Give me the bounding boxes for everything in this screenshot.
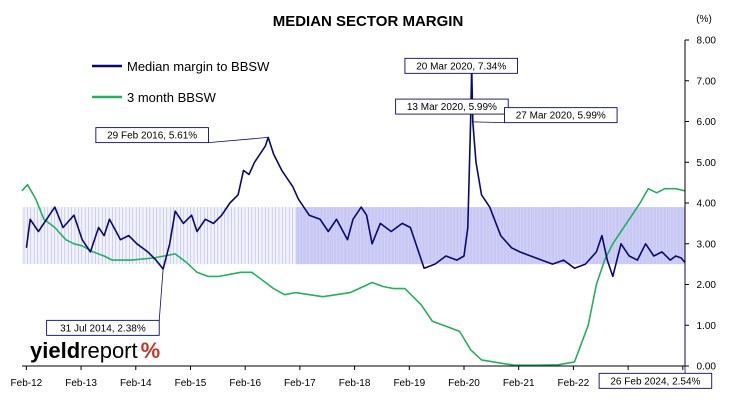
x-tick-label: Feb-12 — [11, 378, 43, 389]
x-tick-label: Feb-22 — [558, 378, 590, 389]
y-tick-label: 7.00 — [697, 76, 717, 87]
x-tick-label: Feb-16 — [229, 378, 261, 389]
annotation-box — [95, 127, 209, 144]
legend-label-median-margin: Median margin to BBSW — [127, 59, 270, 74]
y-tick-label: 8.00 — [697, 36, 717, 47]
annotation-callout: 20 Mar 2020, 7.34% — [404, 57, 518, 74]
y-tick-label: 3.00 — [697, 239, 717, 250]
series-line-bbsw — [21, 183, 686, 366]
y-tick-label: 2.00 — [697, 280, 717, 291]
band-hatched — [22, 207, 296, 265]
annotation-callout: 27 Mar 2020, 5.99% — [472, 107, 618, 124]
annotation-box — [504, 107, 618, 124]
x-tick-label: Feb-20 — [448, 378, 480, 389]
series-line-median-margin — [25, 66, 686, 278]
unit-label: (%) — [696, 14, 712, 25]
annotation-callout: 26 Feb 2024, 2.54% — [598, 262, 713, 389]
annotation-box — [598, 372, 713, 389]
annotation-leader — [208, 136, 269, 144]
chart-title: MEDIAN SECTOR MARGIN — [273, 13, 464, 30]
x-tick-label: Feb-21 — [503, 378, 535, 389]
annotation-callout: 29 Feb 2016, 5.61% — [95, 127, 269, 144]
x-tick-label: Feb-18 — [339, 378, 371, 389]
margin-band — [22, 207, 685, 265]
y-tick-label: 0.00 — [697, 362, 717, 373]
yieldreport-logo: yieldreport% — [30, 338, 160, 363]
y-tick-label: 1.00 — [697, 321, 717, 332]
annotation-label: 31 Jul 2014, 2.38% — [60, 323, 146, 334]
annotation-box — [404, 57, 518, 74]
y-tick-label: 5.00 — [697, 158, 717, 169]
annotation-leader — [158, 268, 164, 321]
legend-label-bbsw: 3 month BBSW — [127, 90, 217, 105]
x-tick-label: Feb-15 — [175, 378, 207, 389]
annotation-label: 20 Mar 2020, 7.34% — [416, 61, 506, 72]
annotation-label: 27 Mar 2020, 5.99% — [516, 111, 606, 122]
annotation-box — [395, 98, 509, 115]
annotation-label: 26 Feb 2024, 2.54% — [610, 376, 700, 387]
yieldreport-logo-text: yieldreport% — [30, 338, 160, 363]
y-tick-label: 4.00 — [697, 199, 717, 210]
x-tick-label: Feb-19 — [393, 378, 425, 389]
annotation-leader — [472, 121, 505, 124]
x-tick-label: Feb-13 — [65, 378, 97, 389]
legend: Median margin to BBSW 3 month BBSW — [92, 59, 270, 105]
x-tick-label: Feb-14 — [120, 378, 152, 389]
annotation-callout: 13 Mar 2020, 5.99% — [395, 98, 509, 122]
annotation-label: 29 Feb 2016, 5.61% — [107, 131, 197, 142]
annotation-box — [46, 319, 160, 336]
annotation-callout: 31 Jul 2014, 2.38% — [46, 268, 164, 336]
x-tick-label: Feb-17 — [284, 378, 316, 389]
y-tick-label: 6.00 — [697, 117, 717, 128]
annotation-label: 13 Mar 2020, 5.99% — [407, 102, 497, 113]
